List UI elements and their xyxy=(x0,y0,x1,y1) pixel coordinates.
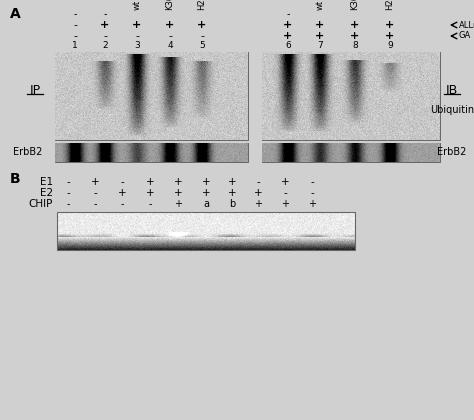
Text: -: - xyxy=(66,188,70,198)
Text: 4: 4 xyxy=(167,42,173,50)
Text: +: + xyxy=(315,20,325,30)
Text: +: + xyxy=(91,177,100,187)
Text: -: - xyxy=(120,199,124,209)
Text: 2: 2 xyxy=(102,42,108,50)
Bar xyxy=(55,143,248,162)
Text: B: B xyxy=(10,172,21,186)
Text: E1: E1 xyxy=(40,177,53,187)
Text: +: + xyxy=(228,177,237,187)
Bar xyxy=(262,52,440,140)
Text: +: + xyxy=(174,199,182,209)
Text: +: + xyxy=(100,20,109,30)
Text: +: + xyxy=(228,188,237,198)
Text: +: + xyxy=(315,31,325,41)
Text: +: + xyxy=(283,31,292,41)
Text: E2: E2 xyxy=(40,188,53,198)
Text: 6: 6 xyxy=(285,42,291,50)
Text: -: - xyxy=(73,31,77,41)
Text: a: a xyxy=(203,199,209,209)
Text: 8: 8 xyxy=(352,42,358,50)
Text: Ubiquitin: Ubiquitin xyxy=(430,105,474,115)
Text: +: + xyxy=(146,188,155,198)
Text: -: - xyxy=(310,188,314,198)
Text: -: - xyxy=(200,31,204,41)
Text: +: + xyxy=(202,177,210,187)
Text: A: A xyxy=(10,7,21,21)
Text: IB: IB xyxy=(446,84,458,97)
Text: -: - xyxy=(93,188,97,198)
Text: 7: 7 xyxy=(317,42,323,50)
Text: CHIP: CHIP xyxy=(28,199,53,209)
Text: -: - xyxy=(73,9,77,19)
Text: +: + xyxy=(146,177,155,187)
Text: +: + xyxy=(385,31,395,41)
Text: 5: 5 xyxy=(199,42,205,50)
Text: +: + xyxy=(283,20,292,30)
Text: -: - xyxy=(256,177,260,187)
Text: +: + xyxy=(202,188,210,198)
Text: 3: 3 xyxy=(134,42,140,50)
Text: +: + xyxy=(132,20,142,30)
Text: -: - xyxy=(135,31,139,41)
Text: -: - xyxy=(283,188,287,198)
Text: H260Q: H260Q xyxy=(385,0,394,10)
Text: ErbB2: ErbB2 xyxy=(438,147,467,157)
Text: -: - xyxy=(148,199,152,209)
Text: -: - xyxy=(120,177,124,187)
Text: -: - xyxy=(93,199,97,209)
Text: K30A: K30A xyxy=(165,0,174,10)
Text: wt: wt xyxy=(316,0,325,10)
Text: +: + xyxy=(350,20,360,30)
Text: -: - xyxy=(66,199,70,209)
Text: +: + xyxy=(165,20,174,30)
Text: ALLnL: ALLnL xyxy=(459,21,474,29)
Text: ErbB2: ErbB2 xyxy=(13,147,43,157)
Text: +: + xyxy=(254,199,262,209)
Text: -: - xyxy=(168,31,172,41)
Text: +: + xyxy=(385,20,395,30)
Text: IP: IP xyxy=(29,84,41,97)
Bar xyxy=(262,143,440,162)
Bar xyxy=(55,52,248,140)
Text: +: + xyxy=(254,188,262,198)
Text: +: + xyxy=(197,20,207,30)
Text: -: - xyxy=(310,177,314,187)
Text: -: - xyxy=(73,20,77,30)
Text: K30A: K30A xyxy=(350,0,359,10)
Text: -: - xyxy=(66,177,70,187)
Text: 1: 1 xyxy=(72,42,78,50)
Text: +: + xyxy=(308,199,316,209)
Text: H260Q: H260Q xyxy=(198,0,207,10)
Text: 9: 9 xyxy=(387,42,393,50)
Text: +: + xyxy=(173,188,182,198)
Text: -: - xyxy=(103,9,107,19)
Text: -: - xyxy=(286,9,290,19)
Text: +: + xyxy=(173,177,182,187)
Text: +: + xyxy=(281,199,289,209)
Text: -: - xyxy=(103,31,107,41)
Text: +: + xyxy=(118,188,126,198)
Bar xyxy=(57,212,355,250)
Text: +: + xyxy=(281,177,289,187)
Text: GA: GA xyxy=(459,32,471,40)
Text: wt: wt xyxy=(133,0,142,10)
Text: +: + xyxy=(350,31,360,41)
Text: b: b xyxy=(229,199,235,209)
